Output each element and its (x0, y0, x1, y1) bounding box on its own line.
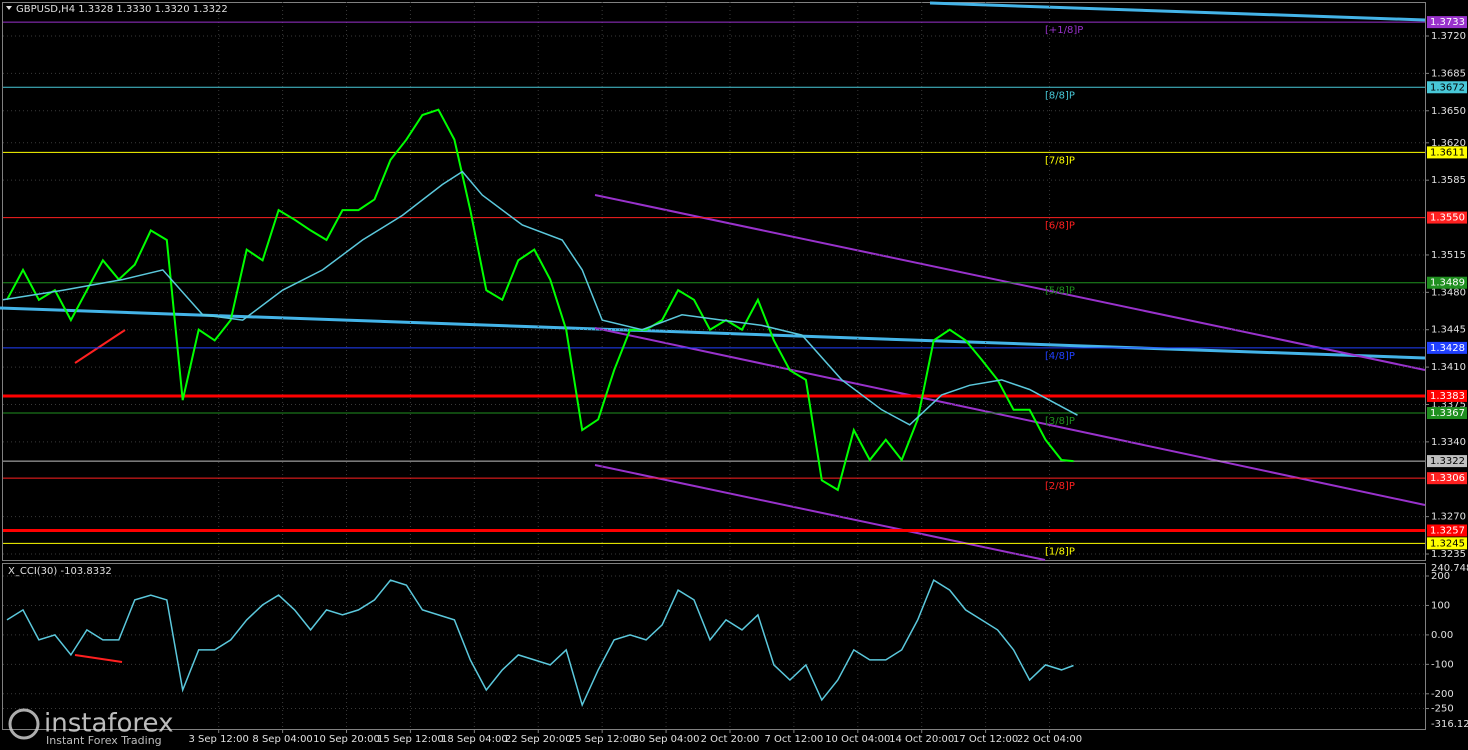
level-tag: [8/8]P (1045, 90, 1075, 101)
level-label: 1.3367 (1430, 408, 1465, 419)
indicator-title: X_CCI(30) -103.8332 (8, 566, 112, 577)
y-tick-label: 0.00 (1431, 630, 1453, 641)
level-label: 1.3672 (1430, 82, 1465, 93)
level-label: 1.3245 (1430, 538, 1465, 549)
y-tick-label: 1.3445 (1431, 325, 1466, 336)
level-label: 1.3489 (1430, 278, 1465, 289)
level-tag: [5/8]P (1045, 286, 1075, 297)
level-label-box (1427, 472, 1467, 485)
level-label-box (1427, 524, 1467, 537)
level-label: 1.3257 (1430, 526, 1465, 537)
y-tick-label: 1.3650 (1431, 106, 1466, 117)
x-tick-label: 17 Oct 12:00 (953, 734, 1018, 745)
divergence-line (74, 329, 126, 364)
channel-line (594, 327, 1426, 506)
level-label: 1.3550 (1430, 213, 1465, 224)
level-tag: [6/8]P (1045, 221, 1075, 232)
y-tick-label: 200 (1431, 571, 1450, 582)
trend-line (0, 306, 1426, 360)
y-tick-label: 1.3515 (1431, 250, 1466, 261)
level-label-box (1427, 537, 1467, 550)
level-label-box (1427, 455, 1467, 468)
chart-title: GBPUSD,H4 1.3328 1.3330 1.3320 1.3322 (16, 4, 228, 15)
y-tick-label: 1.3685 (1431, 68, 1466, 79)
level-tag: [1/8]P (1045, 546, 1075, 557)
y-limit-label: -316.129 (1431, 719, 1468, 730)
watermark-logo (8, 708, 40, 740)
x-tick-label: 10 Oct 04:00 (825, 734, 890, 745)
x-tick-label: 18 Sep 04:00 (441, 734, 508, 745)
level-label-box (1427, 211, 1467, 224)
y-tick-label: 1.3410 (1431, 362, 1466, 373)
series-line (2, 170, 1078, 426)
y-tick-label: 1.3270 (1431, 512, 1466, 523)
level-label-box (1427, 389, 1467, 402)
y-tick-label: 1.3235 (1431, 549, 1466, 560)
level-tag: [3/8]P (1045, 416, 1075, 427)
y-tick-label: 100 (1431, 600, 1450, 611)
y-tick-label: -250 (1431, 704, 1454, 715)
y-tick-label: -100 (1431, 659, 1454, 670)
watermark-brand: instaforex (44, 709, 173, 739)
x-tick-label: 14 Oct 20:00 (889, 734, 954, 745)
x-tick-label: 22 Sep 20:00 (505, 734, 572, 745)
trend-line (929, 1, 1426, 22)
divergence-line (74, 654, 123, 663)
y-tick-label: 1.3585 (1431, 175, 1466, 186)
x-tick-label: 15 Sep 12:00 (377, 734, 444, 745)
level-label-box (1427, 407, 1467, 420)
cci-panel-frame (2, 563, 1426, 730)
y-tick-label: 1.3340 (1431, 437, 1466, 448)
y-tick-label: 1.3720 (1431, 31, 1466, 42)
header-arrow (6, 6, 12, 10)
x-tick-label: 8 Sep 04:00 (252, 734, 312, 745)
level-label-box (1427, 16, 1467, 29)
y-tick-label: 1.3480 (1431, 287, 1466, 298)
series-line (6, 578, 1074, 708)
level-label: 1.3733 (1430, 17, 1465, 28)
level-label-box (1427, 146, 1467, 159)
level-label: 1.3322 (1430, 456, 1465, 467)
x-tick-label: 30 Sep 04:00 (633, 734, 700, 745)
level-tag: [+1/8]P (1045, 25, 1083, 36)
level-label: 1.3611 (1430, 147, 1465, 158)
watermark-tagline: Instant Forex Trading (46, 734, 162, 747)
level-tag: [4/8]P (1045, 351, 1075, 362)
price-panel-frame (2, 2, 1426, 561)
level-label: 1.3428 (1430, 343, 1465, 354)
channel-line (594, 464, 1046, 561)
level-tag: [7/8]P (1045, 155, 1075, 166)
level-label-box (1427, 341, 1467, 354)
level-label: 1.3383 (1430, 391, 1465, 402)
x-tick-label: 25 Sep 12:00 (569, 734, 636, 745)
level-tag: [2/8]P (1045, 481, 1075, 492)
y-tick-label: -200 (1431, 689, 1454, 700)
x-tick-label: 7 Oct 12:00 (764, 734, 823, 745)
y-tick-label: 1.3620 (1431, 138, 1466, 149)
x-tick-label: 3 Sep 12:00 (189, 734, 249, 745)
x-tick-label: 22 Oct 04:00 (1017, 734, 1082, 745)
series-line (6, 108, 1074, 492)
level-label-box (1427, 276, 1467, 289)
level-label: 1.3306 (1430, 473, 1465, 484)
x-tick-label: 10 Sep 20:00 (313, 734, 380, 745)
x-tick-label: 2 Oct 20:00 (701, 734, 760, 745)
y-limit-label: 240.7484 (1431, 563, 1468, 574)
watermark: instaforex Instant Forex Trading (8, 708, 173, 747)
level-label-box (1427, 81, 1467, 94)
y-tick-label: 1.3375 (1431, 399, 1466, 410)
